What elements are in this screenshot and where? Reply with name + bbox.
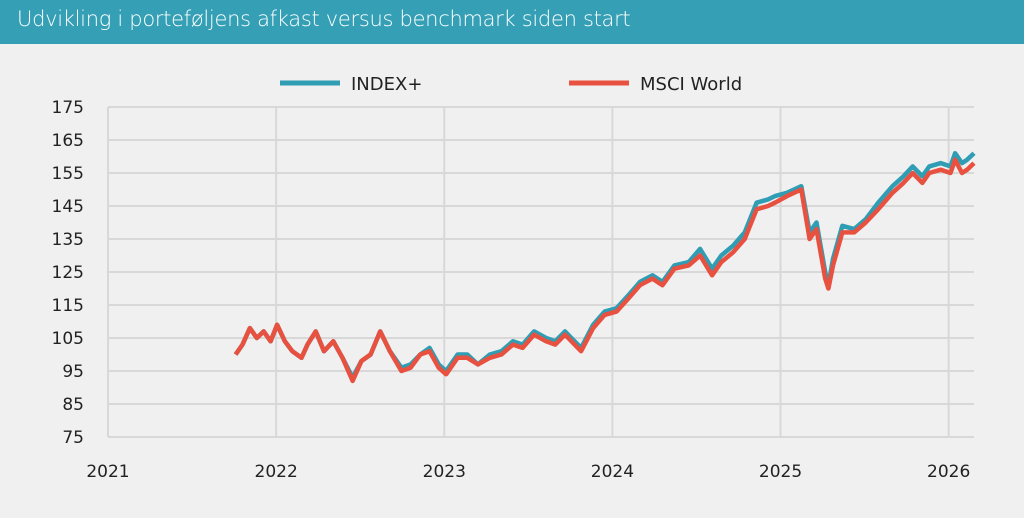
x-tick-label: 2026 (927, 462, 970, 482)
y-tick-label: 75 (62, 428, 84, 448)
y-tick-label: 175 (52, 98, 84, 118)
y-tick-label: 155 (52, 164, 84, 184)
header-bar: Udvikling i porteføljens afkast versus b… (0, 0, 1024, 44)
x-tick-label: 2022 (255, 462, 298, 482)
legend-label-index-plus: INDEX+ (351, 74, 422, 95)
y-tick-label: 145 (52, 197, 84, 217)
y-tick-label: 95 (62, 362, 84, 382)
series-line-index-plus (233, 150, 976, 380)
y-tick-label: 85 (62, 395, 84, 415)
y-tick-label: 125 (52, 263, 84, 283)
series-line-msci-world (233, 157, 976, 384)
legend-label-msci-world: MSCI World (640, 74, 742, 95)
x-tick-label: 2021 (86, 462, 129, 482)
y-tick-label: 105 (52, 329, 84, 349)
y-tick-label: 135 (52, 230, 84, 250)
x-tick-label: 2023 (423, 462, 466, 482)
x-tick-label: 2024 (591, 462, 634, 482)
y-tick-label: 115 (52, 296, 84, 316)
page-title: Udvikling i porteføljens afkast versus b… (17, 7, 631, 31)
legend: INDEX+ MSCI World (280, 74, 742, 95)
x-tick-label: 2025 (759, 462, 802, 482)
y-tick-label: 165 (52, 131, 84, 151)
